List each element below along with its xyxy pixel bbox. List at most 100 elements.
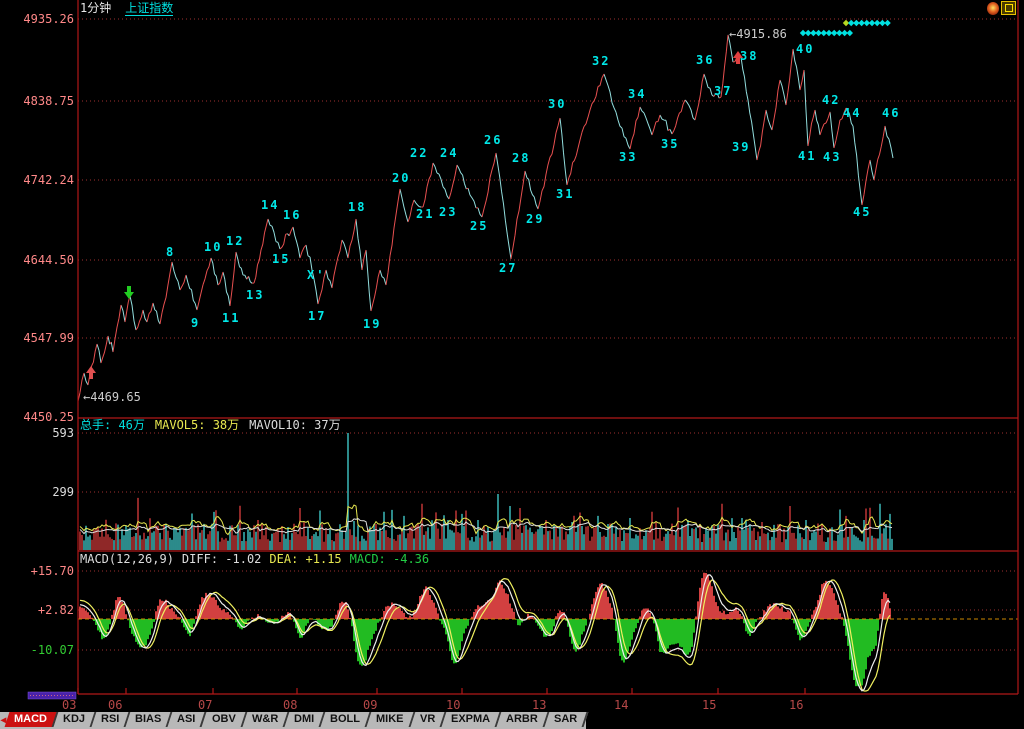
restore-inner-square <box>1005 4 1013 12</box>
sell-arrow-icon <box>124 286 134 299</box>
wave-number-label: 44 <box>843 106 862 120</box>
signal-diamond-icon <box>879 19 886 27</box>
macd-axis-label: +2.82 <box>37 603 74 617</box>
wave-number-label: X' <box>307 268 326 282</box>
wave-number-label: 43 <box>823 150 842 164</box>
price-axis-label: 4450.25 <box>23 410 74 424</box>
wave-number-label: 9 <box>191 316 201 330</box>
wave-number-label: 20 <box>392 171 411 185</box>
app-flower-icon[interactable] <box>987 2 999 15</box>
signal-diamond-icon <box>820 29 827 37</box>
indicator-tab-expma[interactable]: EXPMA <box>441 712 502 727</box>
wave-number-label: 32 <box>592 54 611 68</box>
buy-arrow-icon <box>86 366 96 379</box>
wave-number-label: 25 <box>470 219 489 233</box>
wave-number-label: 11 <box>222 311 241 325</box>
tab-label: ARBR <box>505 713 538 725</box>
indicator-tab-wr[interactable]: W&R <box>242 712 290 727</box>
wave-number-label: 31 <box>556 187 575 201</box>
signal-diamond-icon <box>810 29 817 37</box>
macd-header-item: DIFF: -1.02 <box>181 552 262 566</box>
tab-label: KDJ <box>62 713 85 725</box>
indicator-tab-boll[interactable]: BOLL <box>320 712 372 727</box>
indicator-tab-rsi[interactable]: RSI <box>91 712 131 727</box>
signal-diamond-icon <box>841 29 848 37</box>
wave-number-label: 33 <box>619 150 638 164</box>
wave-number-label: 15 <box>272 252 291 266</box>
time-axis-label: 14 <box>614 698 629 712</box>
wave-number-label: 34 <box>628 87 647 101</box>
wave-number-label: 28 <box>512 151 531 165</box>
signal-diamond-icon <box>868 19 876 27</box>
wave-number-label: 8 <box>166 245 176 259</box>
wave-number-label: 41 <box>798 149 817 163</box>
indicator-tab-mike[interactable]: MIKE <box>366 712 416 727</box>
indicator-tab-bias[interactable]: BIAS <box>125 712 173 727</box>
signal-diamond-icon <box>874 19 881 27</box>
wave-number-label: 22 <box>410 146 429 160</box>
volume-axis-label: 593 <box>52 426 74 440</box>
wave-number-label: 39 <box>732 140 751 154</box>
indicator-tab-vr[interactable]: VR <box>410 712 447 727</box>
wave-number-label: 19 <box>363 317 382 331</box>
time-axis-label: 08 <box>283 698 298 712</box>
indicator-tab-obv[interactable]: OBV <box>202 712 248 727</box>
macd-header-item: MACD(12,26,9) <box>80 552 174 566</box>
tab-scroll-left-arrow[interactable]: ◀ <box>0 715 7 726</box>
volume-axis-label: 299 <box>52 485 74 499</box>
wave-number-label: 12 <box>226 234 245 248</box>
signal-diamond-icon <box>858 19 865 27</box>
signal-diamond-icon <box>863 19 870 27</box>
indicator-tab-bar: ◀ MACD KDJ RSI BIAS ASI OBV W&R DMI BOLL MIKE VR EX… <box>0 712 1024 729</box>
time-axis-label: 15 <box>702 698 717 712</box>
index-name-link[interactable]: 上证指数 <box>125 1 174 16</box>
tab-label: MACD <box>13 713 47 725</box>
macd-axis-label: -10.07 <box>30 643 74 657</box>
time-axis-label: 03 <box>62 698 77 712</box>
tab-label: OBV <box>211 713 236 725</box>
restore-window-icon[interactable] <box>1001 1 1016 15</box>
wave-number-label: 45 <box>853 205 872 219</box>
price-axis-label: 4547.99 <box>23 331 74 345</box>
wave-number-label: 27 <box>499 261 518 275</box>
wave-number-label: 30 <box>548 97 567 111</box>
tab-label: EXPMA <box>450 713 490 725</box>
signal-diamond-icon <box>805 29 812 37</box>
indicator-tab-arbr[interactable]: ARBR <box>496 712 550 727</box>
indicator-tab-dmi[interactable]: DMI <box>284 712 326 727</box>
wave-number-label: 17 <box>308 309 327 323</box>
wave-number-label: 46 <box>882 106 901 120</box>
indicator-tab-kdj[interactable]: KDJ <box>53 712 97 727</box>
signal-diamond-icon <box>815 29 822 37</box>
indicator-tab-macd[interactable]: MACD <box>4 712 59 727</box>
wave-number-label: 35 <box>661 137 680 151</box>
chart-header: 1分钟 上证指数 <box>80 1 174 16</box>
time-axis-label: 16 <box>789 698 804 712</box>
time-axis-label: 13 <box>532 698 547 712</box>
time-axis-label: 07 <box>198 698 213 712</box>
price-annotation: ←4469.65 <box>83 390 141 404</box>
indicator-tab-sar[interactable]: SAR <box>544 712 589 727</box>
tab-label: SAR <box>553 713 577 725</box>
signal-diamond-icon <box>848 19 855 27</box>
signal-diamond-icon <box>884 19 891 27</box>
signal-diamond-icon <box>831 29 838 37</box>
signal-diamond-icon <box>836 29 843 37</box>
wave-number-label: 24 <box>440 146 459 160</box>
indicator-tab-asi[interactable]: ASI <box>168 712 208 727</box>
macd-header-item: DEA: +1.15 <box>269 552 342 566</box>
price-axis-label: 4742.24 <box>23 173 74 187</box>
volume-header: 总手: 46万 MAVOL5: 38万 MAVOL10: 37万 <box>80 419 351 432</box>
time-axis-label: 09 <box>363 698 378 712</box>
wave-number-label: 26 <box>484 133 503 147</box>
tab-label: DMI <box>293 713 315 725</box>
price-axis-label: 4644.50 <box>23 253 74 267</box>
wave-number-label: 36 <box>696 53 715 67</box>
tab-label: BOLL <box>330 713 361 725</box>
tab-label: W&R <box>251 713 278 725</box>
signal-diamond-icon <box>846 29 853 37</box>
volume-header-item: 总手: 46万 <box>80 418 145 432</box>
wave-number-label: 23 <box>439 205 458 219</box>
tab-label: VR <box>419 713 435 725</box>
tab-label: MIKE <box>376 713 404 725</box>
